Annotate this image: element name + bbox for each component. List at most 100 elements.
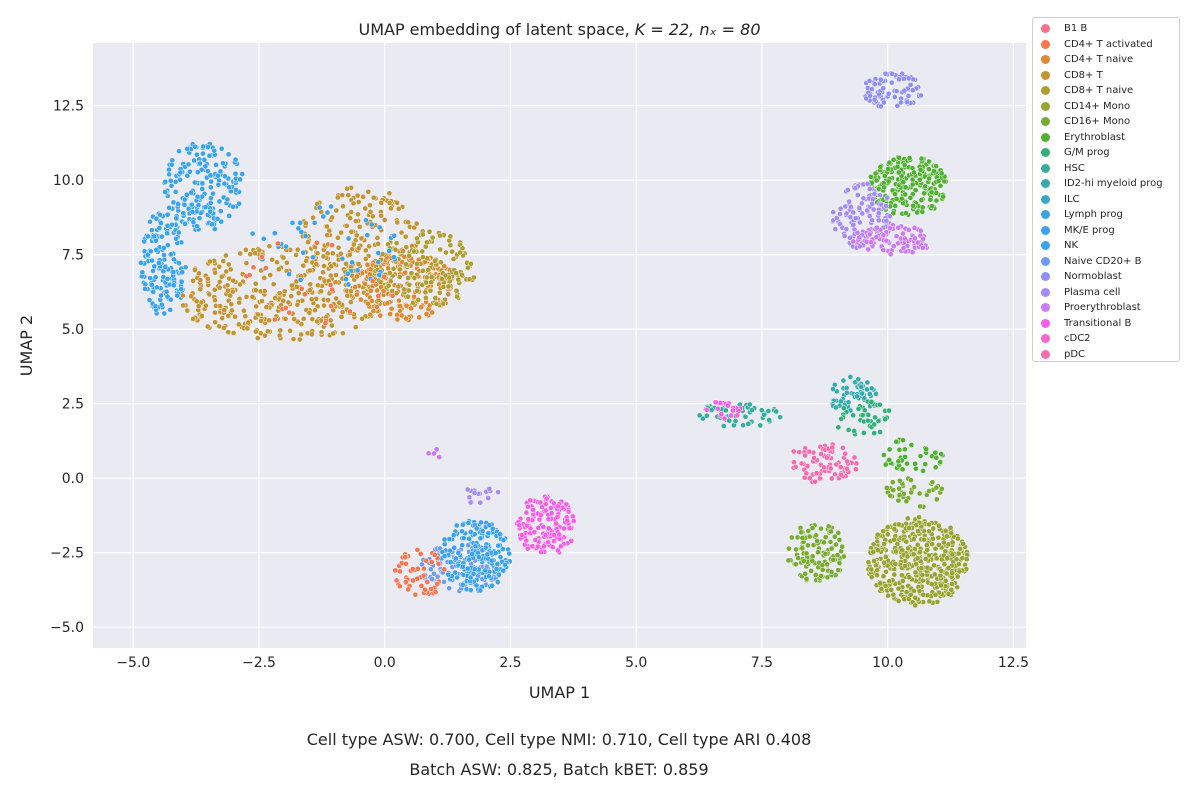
scatter-point [877, 580, 884, 587]
scatter-point [494, 561, 501, 567]
y-tick-label: 0.0 [62, 471, 84, 487]
scatter-point [199, 313, 205, 319]
scatter-point [343, 223, 350, 229]
scatter-point [945, 591, 952, 597]
scatter-point [409, 566, 416, 572]
scatter-point [532, 537, 539, 543]
scatter-point [518, 532, 525, 538]
scatter-point [170, 282, 177, 289]
scatter-point [370, 308, 377, 314]
scatter-point [339, 255, 346, 262]
scatter-point [909, 181, 916, 188]
scatter-point [167, 306, 174, 313]
scatter-point [297, 220, 303, 226]
scatter-point [189, 209, 196, 215]
scatter-point [242, 313, 249, 320]
scatter-point [838, 398, 844, 405]
legend-marker [1041, 117, 1050, 126]
scatter-point [243, 294, 250, 300]
scatter-point [178, 278, 185, 285]
scatter-point [506, 550, 513, 557]
scatter-point [828, 545, 835, 552]
scatter-point [229, 288, 236, 295]
scatter-point [883, 203, 889, 209]
scatter-point [833, 215, 840, 222]
scatter-point [798, 460, 805, 467]
scatter-point [482, 567, 489, 574]
scatter-point [746, 401, 753, 408]
scatter-point [922, 556, 929, 562]
scatter-point [201, 156, 208, 163]
scatter-point [441, 566, 448, 573]
scatter-point [195, 202, 202, 208]
scatter-point [440, 300, 447, 307]
scatter-point [158, 220, 164, 226]
scatter-point [386, 190, 393, 197]
scatter-point [164, 276, 171, 282]
scatter-point [896, 492, 903, 498]
scatter-point [893, 233, 900, 240]
scatter-point [386, 248, 393, 254]
scatter-point [494, 579, 501, 585]
scatter-point [266, 243, 273, 250]
scatter-point [218, 145, 225, 152]
scatter-point [852, 466, 859, 473]
scatter-point [875, 217, 882, 224]
chart-title: UMAP embedding of latent space, K = 22, … [358, 20, 760, 39]
scatter-points [138, 70, 971, 609]
scatter-point [868, 385, 875, 392]
scatter-point [408, 305, 414, 312]
scatter-point [830, 386, 836, 392]
scatter-point [197, 160, 203, 167]
scatter-point [933, 496, 940, 503]
scatter-point [909, 87, 916, 94]
scatter-point [730, 407, 736, 414]
scatter-point [852, 215, 859, 222]
scatter-point [833, 404, 839, 411]
scatter-point [350, 241, 357, 248]
scatter-point [139, 269, 146, 276]
scatter-point [871, 81, 878, 87]
scatter-point [175, 201, 181, 208]
scatter-point [933, 555, 940, 562]
scatter-point [875, 210, 882, 217]
scatter-point [453, 522, 460, 529]
scatter-point [298, 285, 305, 292]
scatter-point [454, 574, 460, 581]
scatter-point [359, 315, 365, 322]
scatter-point [455, 276, 462, 283]
scatter-point [893, 196, 900, 202]
scatter-point [943, 570, 950, 577]
legend-item: pDC [1041, 347, 1085, 362]
scatter-point [459, 271, 465, 278]
scatter-point [416, 314, 423, 321]
scatter-point [914, 209, 921, 216]
scatter-point [390, 265, 397, 272]
scatter-point [151, 233, 158, 240]
scatter-point [166, 171, 172, 178]
legend-marker [1041, 241, 1050, 250]
scatter-point [166, 204, 172, 211]
scatter-point [432, 258, 438, 264]
scatter-point [225, 261, 232, 268]
scatter-point [228, 301, 235, 308]
scatter-point [847, 214, 854, 220]
scatter-point [868, 574, 875, 580]
scatter-point [938, 568, 945, 574]
scatter-point [908, 442, 915, 448]
x-tick-label: 0.0 [374, 655, 396, 671]
scatter-point [436, 289, 443, 296]
scatter-point [892, 561, 899, 567]
y-tick-label: 12.5 [53, 99, 84, 115]
scatter-point [191, 157, 197, 164]
scatter-point [398, 229, 405, 236]
scatter-point [534, 543, 541, 550]
scatter-point [866, 391, 873, 397]
scatter-point [910, 536, 917, 543]
scatter-point [254, 311, 261, 318]
scatter-point [855, 376, 862, 383]
scatter-point [880, 247, 887, 253]
scatter-point [895, 497, 902, 504]
scatter-point [720, 423, 727, 429]
scatter-point [212, 269, 218, 276]
